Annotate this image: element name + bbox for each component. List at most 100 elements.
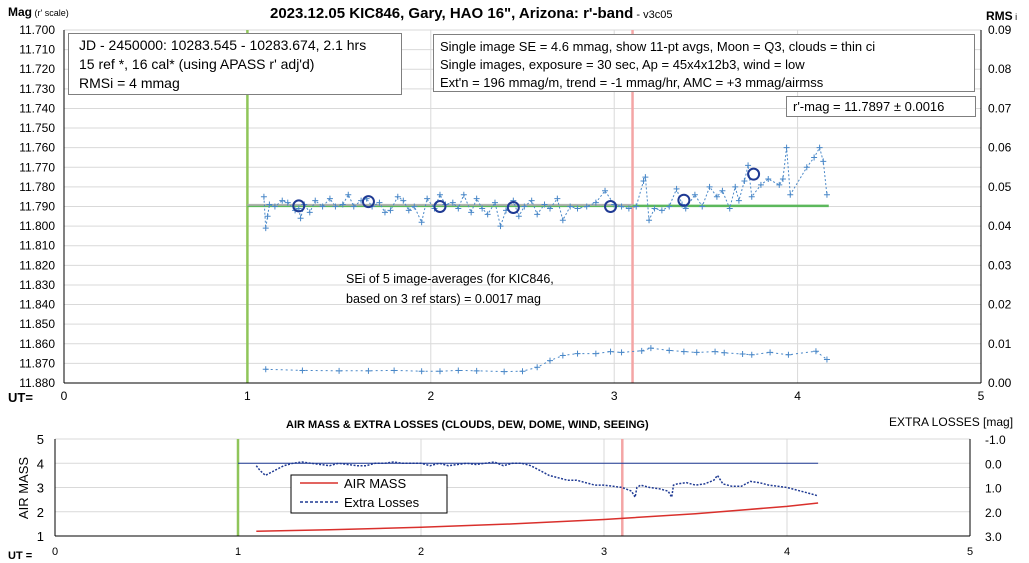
y2-tick-label: 0.08 — [988, 62, 1012, 76]
single-image-point — [400, 197, 407, 204]
single-image-point — [521, 203, 528, 210]
single-image-point — [460, 191, 467, 198]
average-point — [747, 167, 761, 181]
info-line: Single images, exposure = 30 sec, Ap = 4… — [440, 57, 805, 72]
rms-point — [618, 349, 625, 356]
single-image-point — [497, 223, 504, 230]
rms-point — [534, 364, 541, 371]
y-tick-label: 1 — [37, 529, 44, 544]
single-image-point — [811, 154, 818, 161]
y2-tick-label: 0.01 — [988, 337, 1012, 351]
single-image-point — [699, 203, 706, 210]
single-image-point — [387, 207, 394, 214]
rms-point — [647, 345, 654, 352]
single-image-point — [319, 203, 326, 210]
y2-tick-label: 3.0 — [985, 530, 1002, 544]
single-image-point — [312, 197, 319, 204]
average-point — [292, 199, 306, 213]
rms-point — [336, 367, 343, 374]
single-image-point — [424, 195, 431, 202]
y2-tick-label: 0.00 — [988, 376, 1012, 390]
rms-point — [812, 348, 819, 355]
single-image-point — [642, 174, 649, 181]
sei-note: SEi of 5 image-averages (for KIC846, bas… — [346, 269, 554, 309]
x-tick-label: 5 — [978, 389, 985, 403]
single-image-point — [757, 181, 764, 188]
y-tick-label: 11.820 — [19, 258, 55, 272]
single-image-point — [376, 199, 383, 206]
bottom-chart-title: AIR MASS & EXTRA LOSSES (CLOUDS, DEW, DO… — [286, 419, 649, 431]
x-tick-label: 1 — [235, 546, 241, 558]
y-tick-label: 11.810 — [19, 239, 55, 253]
single-image-point — [468, 209, 475, 216]
y2-tick-label: 0.0 — [985, 457, 1002, 471]
x-tick-label: 2 — [427, 389, 434, 403]
y-tick-label: 11.760 — [19, 141, 55, 155]
single-image-point — [260, 193, 267, 200]
single-image-point — [776, 181, 783, 188]
rms-point — [365, 367, 372, 374]
rms-point — [574, 350, 581, 357]
top-axes: 11.700 11.710 11.720 11.730 11.740 11.750 11.7… — [19, 23, 1011, 403]
y2-tick-label: 0.07 — [988, 101, 1012, 115]
single-image-point — [264, 213, 271, 220]
bottom-series — [238, 461, 819, 532]
single-image-point — [394, 193, 401, 200]
rms-point — [519, 368, 526, 375]
y-tick-label: 11.730 — [19, 82, 55, 96]
top-y-axis-label: Mag (r' scale) — [8, 5, 69, 19]
single-image-point — [262, 225, 269, 232]
bottom-y2-axis-label: EXTRA LOSSES [mag] — [889, 415, 1013, 429]
single-image-point — [339, 201, 346, 208]
exposure-info-box: Single image SE = 4.6 mmag, show 11-pt a… — [433, 34, 975, 92]
rms-point — [721, 349, 728, 356]
y-tick-label: 4 — [37, 456, 44, 471]
single-image-point — [592, 199, 599, 206]
top-reference-level — [247, 203, 829, 208]
single-image-point — [411, 203, 418, 210]
y-tick-label: 11.750 — [19, 121, 55, 135]
single-image-point — [541, 201, 548, 208]
single-image-point — [816, 144, 823, 151]
single-image-point — [823, 191, 830, 198]
single-image-point — [436, 191, 443, 198]
info-line: JD - 2450000: 10283.545 - 10283.674, 2.1… — [79, 37, 367, 53]
single-image-point — [479, 205, 486, 212]
single-image-point — [651, 205, 658, 212]
rms-point — [638, 347, 645, 354]
single-image-point — [658, 207, 665, 214]
y-tick-label: 11.700 — [19, 23, 55, 37]
x-tick-label: 3 — [611, 389, 618, 403]
y-tick-label: 11.880 — [19, 376, 55, 390]
y2-tick-label: 0.05 — [988, 180, 1012, 194]
single-image-point — [741, 178, 748, 185]
single-image-point — [713, 193, 720, 200]
single-image-point — [602, 187, 609, 194]
rms-point — [473, 367, 480, 374]
single-image-point — [350, 203, 357, 210]
x-tick-label: 2 — [418, 546, 424, 558]
single-image-point — [765, 176, 772, 183]
single-image-point — [279, 197, 286, 204]
info-line: SEi of 5 image-averages (for KIC846, — [346, 272, 554, 286]
legend-extra-losses-label: Extra Losses — [344, 495, 420, 510]
y2-tick-label: 2.0 — [985, 506, 1002, 520]
single-image-point — [719, 187, 726, 194]
single-image-point — [418, 219, 425, 226]
info-line: based on 3 ref stars) = 0.0017 mag — [346, 292, 541, 306]
x-tick-label: 0 — [61, 389, 68, 403]
bottom-x-axis-label: UT = — [8, 550, 32, 562]
y-tick-label: 5 — [37, 432, 44, 447]
info-line: 15 ref *, 16 cal* (using APASS r' adj'd) — [79, 56, 315, 72]
single-image-point — [554, 195, 561, 202]
y-tick-label: 11.770 — [19, 160, 55, 174]
bottom-vlines — [236, 439, 624, 536]
airmass-series-line — [256, 502, 819, 532]
rmag-result: r'-mag = 11.7897 ± 0.0016 — [793, 99, 945, 114]
single-image-point — [345, 191, 352, 198]
x-tick-label: 0 — [52, 546, 58, 558]
top-chart-title: 2023.12.05 KIC846, Gary, HAO 16", Arizon… — [270, 5, 672, 22]
y-tick-label: 11.710 — [19, 43, 55, 57]
rms-point — [299, 367, 306, 374]
